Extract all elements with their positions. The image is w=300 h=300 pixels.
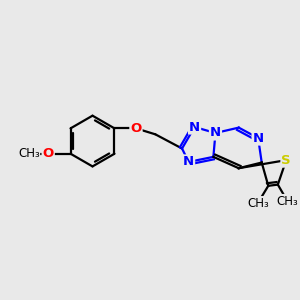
Text: N: N [253,132,264,145]
Text: N: N [210,127,221,140]
Text: N: N [183,155,194,168]
Text: CH₃: CH₃ [247,196,269,210]
Text: CH₃: CH₃ [277,194,298,208]
Text: CH₃: CH₃ [18,147,40,160]
Text: N: N [189,121,200,134]
Text: O: O [43,147,54,160]
Text: O: O [130,122,142,135]
Text: S: S [281,154,291,166]
